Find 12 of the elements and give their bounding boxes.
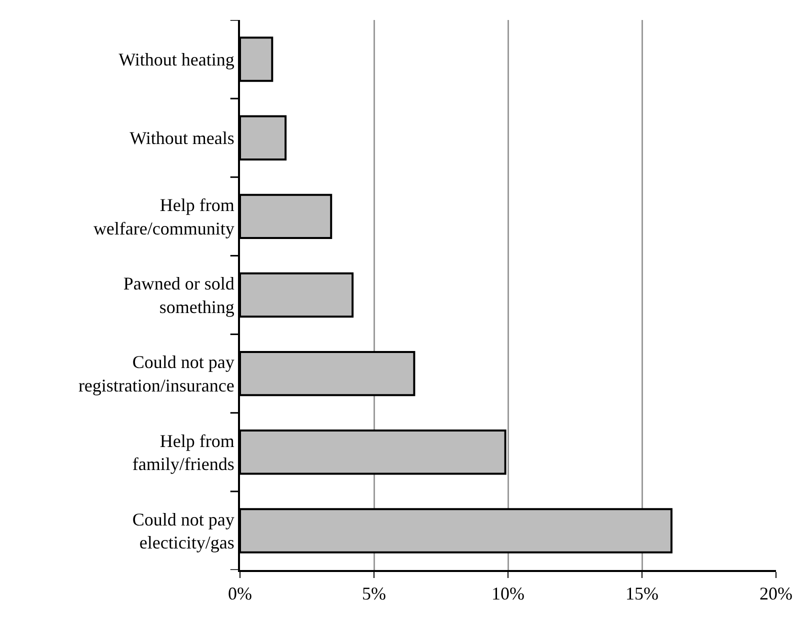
x-tick-label: 20% — [760, 584, 792, 604]
x-tick-label: 5% — [362, 584, 386, 604]
y-tick-label: Help from family/friends — [132, 430, 234, 474]
y-tick-label: Without meals — [130, 128, 234, 148]
x-tick-label: 10% — [492, 584, 524, 604]
y-tick-label: Pawned or sold something — [123, 274, 234, 317]
y-tick-label: Could not pay electicity/gas — [132, 509, 234, 553]
y-tick-label: Without heating — [118, 50, 234, 70]
y-tick-label: Help from welfare/community — [93, 195, 234, 238]
y-tick-label: Could not pay registration/insurance — [78, 352, 234, 396]
x-tick-label: 15% — [626, 584, 658, 604]
x-tick-label: 0% — [228, 584, 252, 604]
